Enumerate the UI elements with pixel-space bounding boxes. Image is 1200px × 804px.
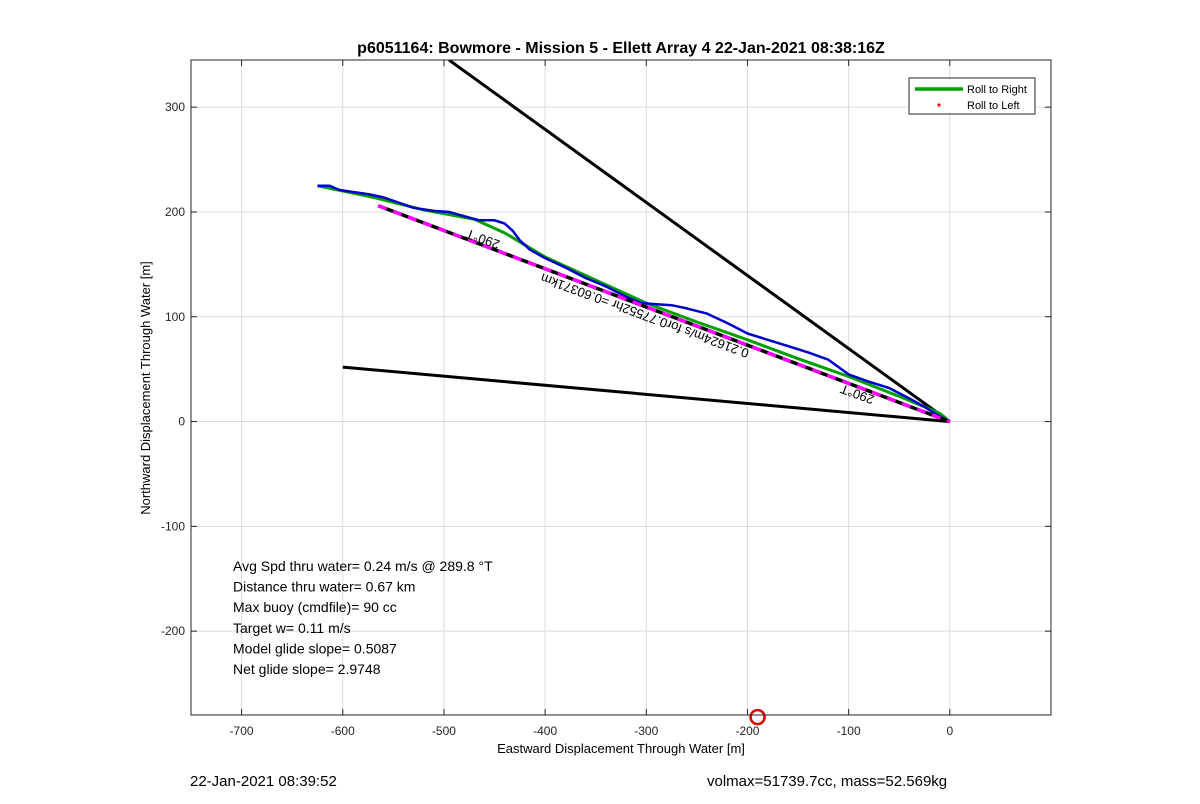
stats-line: Net glide slope= 2.9748 bbox=[233, 661, 381, 677]
grid bbox=[191, 60, 1051, 715]
y-tick-label: 0 bbox=[178, 415, 185, 429]
legend-box bbox=[908, 77, 1036, 115]
x-tick-label: -300 bbox=[634, 724, 658, 738]
legend-label: Roll to Left bbox=[967, 100, 1020, 112]
y-axis-label: Northward Displacement Through Water [m] bbox=[138, 261, 153, 515]
x-tick-label: 0 bbox=[946, 724, 953, 738]
stats-line: Max buoy (cmdfile)= 90 cc bbox=[233, 599, 397, 615]
legend-swatch-dot bbox=[937, 103, 941, 107]
x-tick-label: -600 bbox=[331, 724, 355, 738]
series-layer bbox=[317, 60, 951, 726]
stats-line: Model glide slope= 0.5087 bbox=[233, 640, 397, 656]
footer-timestamp: 22-Jan-2021 08:39:52 bbox=[190, 773, 337, 790]
x-tick-label: -200 bbox=[735, 724, 759, 738]
stats-line: Avg Spd thru water= 0.24 m/s @ 289.8 °T bbox=[233, 558, 493, 574]
y-tick-label: 100 bbox=[165, 310, 185, 324]
x-tick-label: -700 bbox=[230, 724, 254, 738]
footer-vehicle-info: volmax=51739.7cc, mass=52.569kg bbox=[707, 773, 948, 790]
x-axis-label: Eastward Displacement Through Water [m] bbox=[497, 741, 745, 756]
series-glider-track bbox=[317, 184, 951, 423]
series-mean-track bbox=[377, 204, 951, 424]
x-tick-label: -400 bbox=[533, 724, 557, 738]
axes-box bbox=[190, 59, 1052, 716]
track-annotation-1: 0.21624m/s for0.77552hr =0.60371km bbox=[539, 270, 751, 361]
series-wedge-upper bbox=[448, 60, 951, 423]
legend-label: Roll to Right bbox=[967, 84, 1027, 96]
y-tick-label: 200 bbox=[165, 205, 185, 219]
red-circle-marker bbox=[749, 708, 766, 726]
y-tick-label: -200 bbox=[161, 624, 185, 638]
chart-title: p6051164: Bowmore - Mission 5 - Ellett A… bbox=[357, 40, 885, 57]
y-tick-label: -100 bbox=[161, 519, 185, 533]
stats-block: Avg Spd thru water= 0.24 m/s @ 289.8 °T D… bbox=[233, 558, 493, 677]
axes: -700 -600 -500 -400 -300 -200 -100 0 -200 -100 0 10… bbox=[161, 59, 1052, 738]
stats-line: Target w= 0.11 m/s bbox=[233, 620, 351, 636]
series-wedge-lower bbox=[342, 365, 950, 424]
stats-line: Distance thru water= 0.67 km bbox=[233, 579, 415, 595]
legend: Roll to Right Roll to Left bbox=[908, 77, 1036, 115]
x-tick-label: -100 bbox=[837, 724, 861, 738]
y-tick-label: 300 bbox=[165, 100, 185, 114]
x-tick-label: -500 bbox=[432, 724, 456, 738]
